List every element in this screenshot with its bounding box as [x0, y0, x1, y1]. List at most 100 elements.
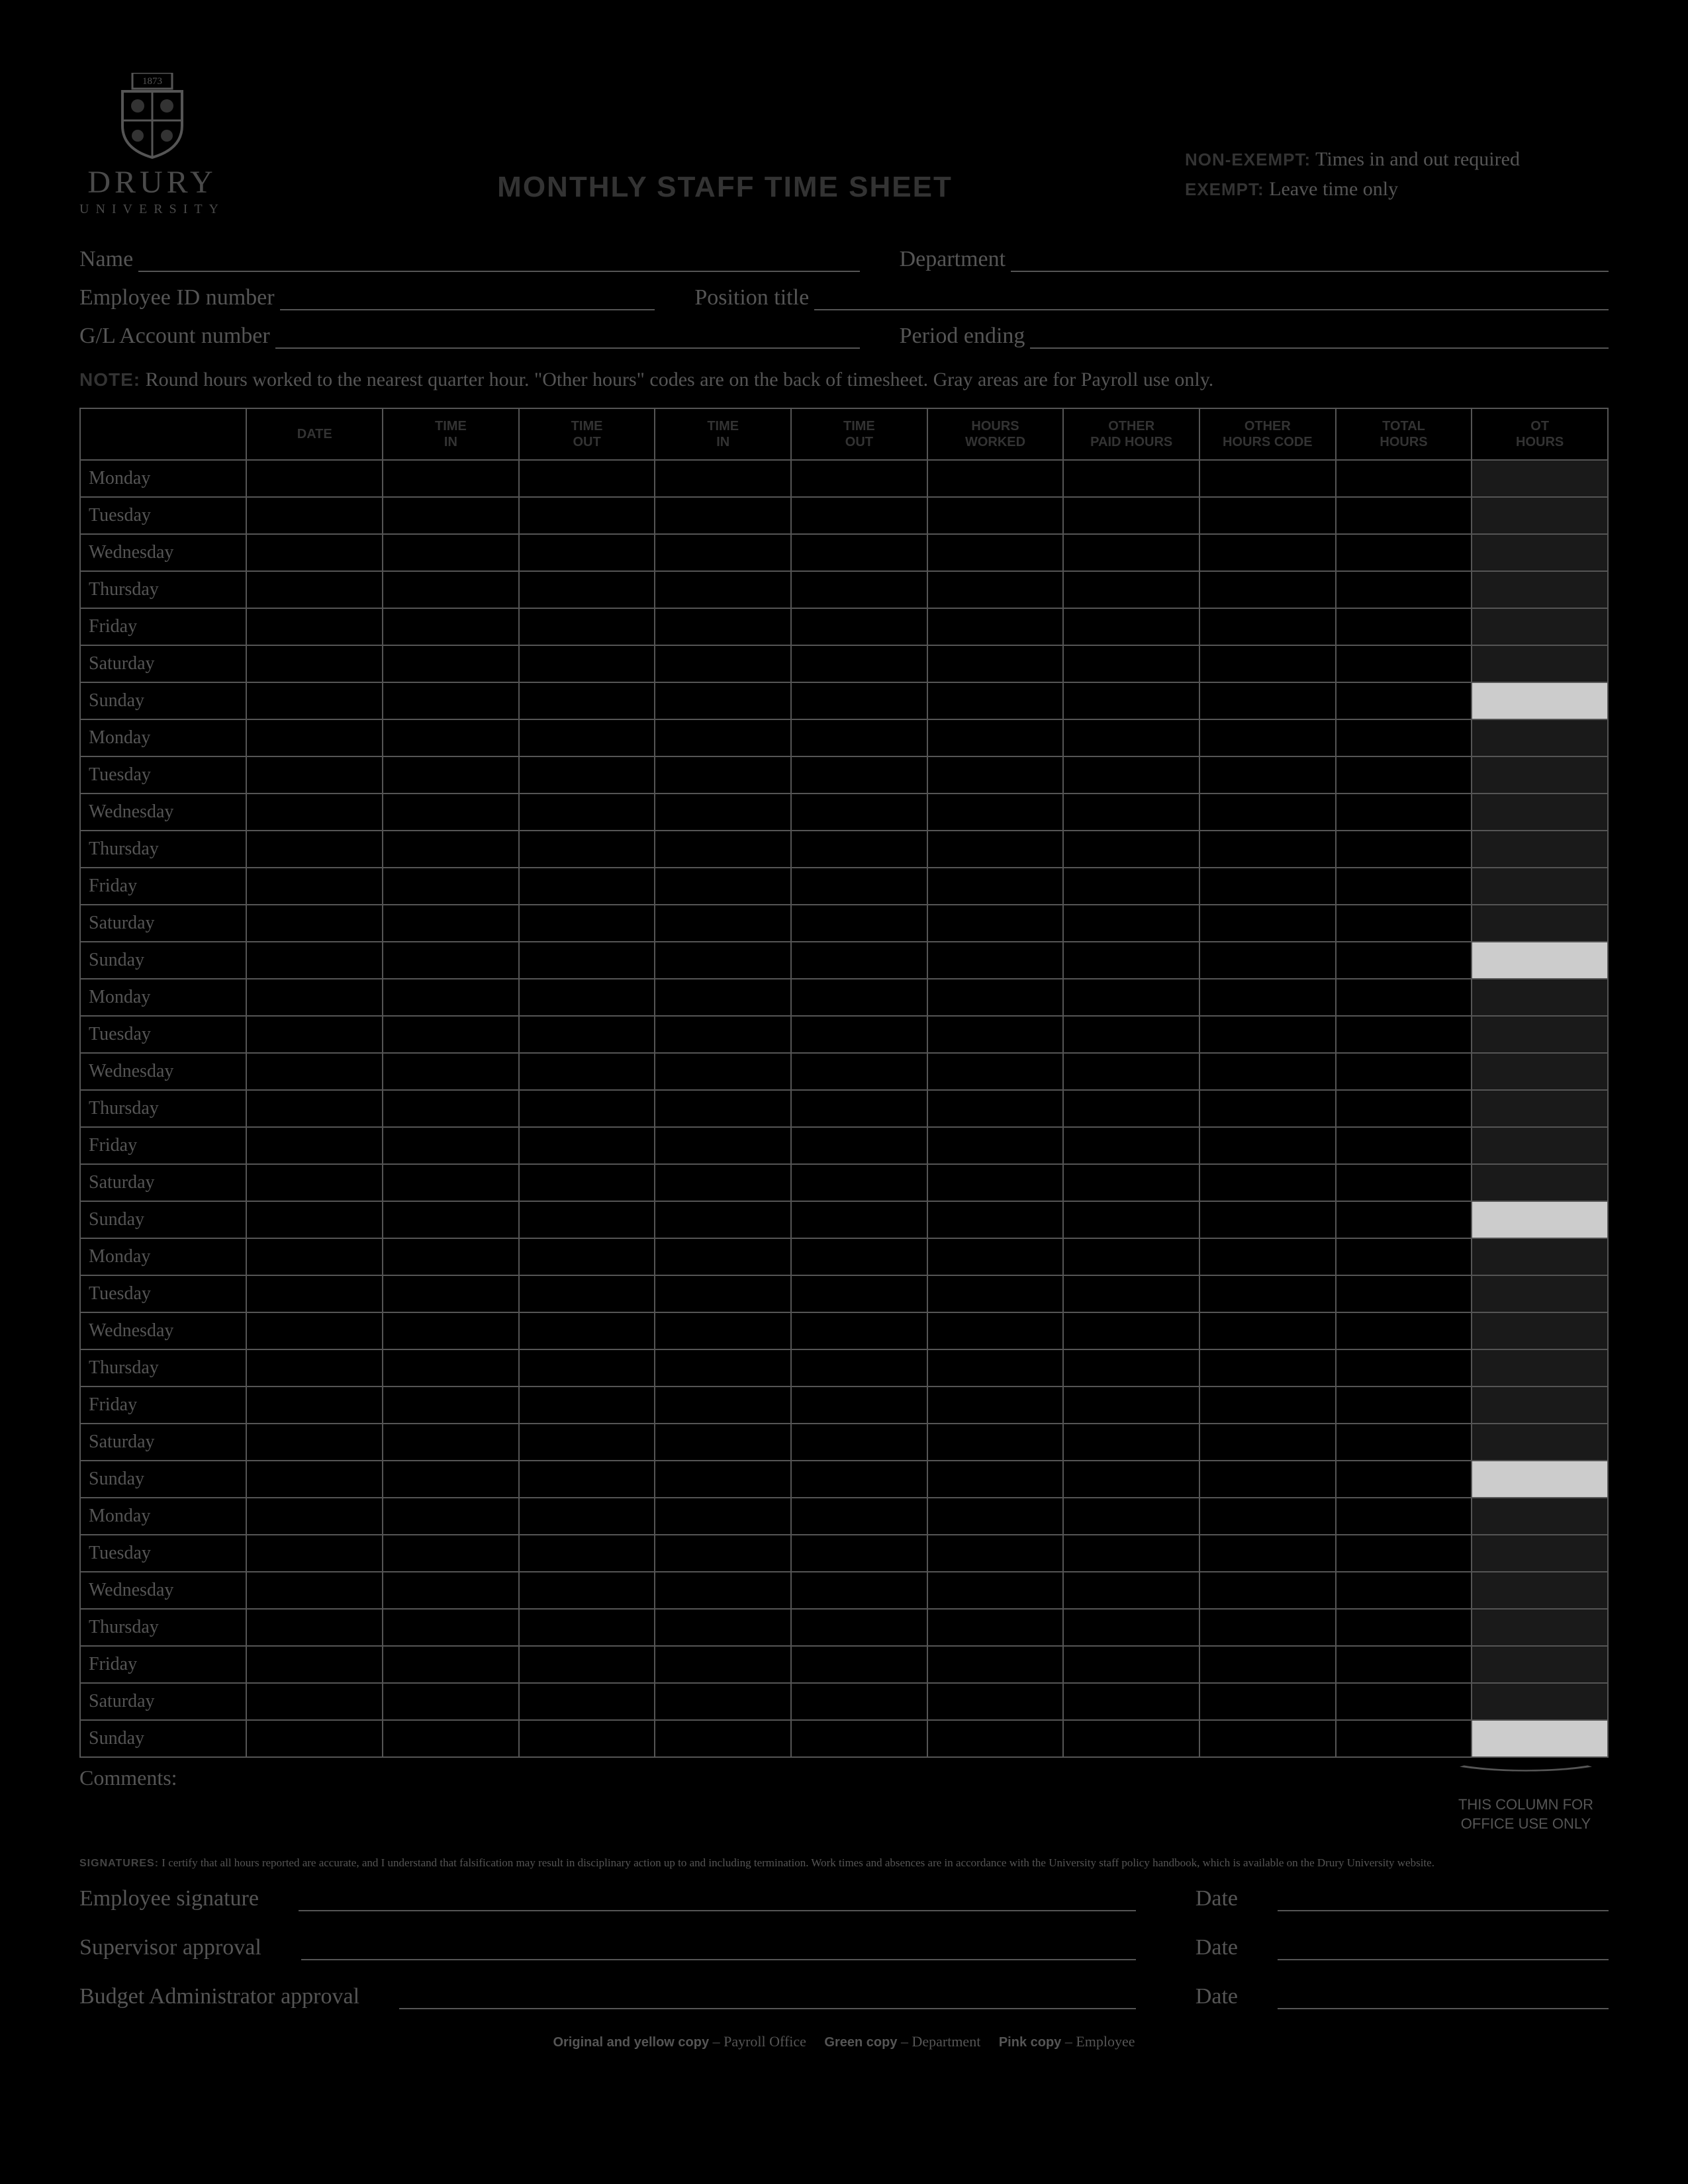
entry-cell[interactable] — [246, 794, 383, 831]
entry-cell[interactable] — [655, 831, 791, 868]
entry-cell[interactable] — [655, 1127, 791, 1164]
entry-cell[interactable] — [246, 571, 383, 608]
entry-cell[interactable] — [1063, 1312, 1199, 1349]
entry-cell[interactable] — [246, 1238, 383, 1275]
entry-cell[interactable] — [1336, 571, 1472, 608]
entry-cell[interactable] — [246, 1127, 383, 1164]
entry-cell[interactable] — [1063, 794, 1199, 831]
entry-cell[interactable] — [246, 756, 383, 794]
entry-cell[interactable] — [927, 608, 1064, 645]
entry-cell[interactable] — [1336, 756, 1472, 794]
entry-cell[interactable] — [246, 1424, 383, 1461]
entry-cell[interactable] — [1336, 1461, 1472, 1498]
entry-cell[interactable] — [246, 1609, 383, 1646]
entry-cell[interactable] — [1063, 645, 1199, 682]
entry-cell[interactable] — [655, 682, 791, 719]
entry-cell[interactable] — [519, 1609, 655, 1646]
entry-cell[interactable] — [791, 645, 927, 682]
entry-cell[interactable] — [519, 1461, 655, 1498]
entry-cell[interactable] — [1336, 1535, 1472, 1572]
entry-cell[interactable] — [791, 756, 927, 794]
entry-cell[interactable] — [383, 1349, 519, 1387]
entry-cell[interactable] — [1336, 645, 1472, 682]
entry-cell[interactable] — [927, 1498, 1064, 1535]
entry-cell[interactable] — [1336, 1387, 1472, 1424]
entry-cell[interactable] — [246, 1164, 383, 1201]
entry-cell[interactable] — [383, 831, 519, 868]
entry-cell[interactable] — [519, 1275, 655, 1312]
entry-cell[interactable] — [1336, 794, 1472, 831]
entry-cell[interactable] — [927, 571, 1064, 608]
entry-cell[interactable] — [1336, 1498, 1472, 1535]
entry-cell[interactable] — [655, 460, 791, 497]
entry-cell[interactable] — [1199, 1201, 1336, 1238]
entry-cell[interactable] — [383, 1090, 519, 1127]
entry-cell[interactable] — [246, 497, 383, 534]
entry-cell[interactable] — [927, 905, 1064, 942]
entry-cell[interactable] — [1063, 1646, 1199, 1683]
entry-cell[interactable] — [1336, 460, 1472, 497]
entry-cell[interactable] — [1336, 905, 1472, 942]
entry-cell[interactable] — [519, 1424, 655, 1461]
entry-cell[interactable] — [1199, 1090, 1336, 1127]
entry-cell[interactable] — [791, 1720, 927, 1757]
entry-cell[interactable] — [1063, 1609, 1199, 1646]
entry-cell[interactable] — [383, 1053, 519, 1090]
entry-cell[interactable] — [791, 1164, 927, 1201]
entry-cell[interactable] — [791, 1312, 927, 1349]
entry-cell[interactable] — [655, 1646, 791, 1683]
entry-cell[interactable] — [1199, 1053, 1336, 1090]
entry-cell[interactable] — [246, 831, 383, 868]
entry-cell[interactable] — [927, 1053, 1064, 1090]
entry-cell[interactable] — [1063, 1275, 1199, 1312]
entry-cell[interactable] — [1336, 497, 1472, 534]
entry-cell[interactable] — [1199, 534, 1336, 571]
entry-cell[interactable] — [519, 1349, 655, 1387]
entry-cell[interactable] — [519, 942, 655, 979]
entry-cell[interactable] — [519, 979, 655, 1016]
entry-cell[interactable] — [1063, 1720, 1199, 1757]
entry-cell[interactable] — [519, 1572, 655, 1609]
entry-cell[interactable] — [791, 1016, 927, 1053]
entry-cell[interactable] — [791, 868, 927, 905]
entry-cell[interactable] — [1199, 1424, 1336, 1461]
entry-cell[interactable] — [246, 682, 383, 719]
entry-cell[interactable] — [927, 497, 1064, 534]
entry-cell[interactable] — [1063, 1090, 1199, 1127]
entry-cell[interactable] — [383, 1498, 519, 1535]
entry-cell[interactable] — [1336, 1646, 1472, 1683]
entry-cell[interactable] — [655, 1201, 791, 1238]
entry-cell[interactable] — [927, 942, 1064, 979]
entry-cell[interactable] — [1336, 608, 1472, 645]
entry-cell[interactable] — [791, 1609, 927, 1646]
entry-cell[interactable] — [383, 608, 519, 645]
entry-cell[interactable] — [1063, 1164, 1199, 1201]
entry-cell[interactable] — [791, 1498, 927, 1535]
entry-cell[interactable] — [383, 1164, 519, 1201]
gl-input[interactable] — [275, 326, 860, 349]
entry-cell[interactable] — [519, 571, 655, 608]
entry-cell[interactable] — [383, 534, 519, 571]
entry-cell[interactable] — [927, 1609, 1064, 1646]
budget-date-input[interactable] — [1278, 1987, 1609, 2009]
entry-cell[interactable] — [927, 1090, 1064, 1127]
entry-cell[interactable] — [1199, 1572, 1336, 1609]
entry-cell[interactable] — [246, 1720, 383, 1757]
entry-cell[interactable] — [1063, 942, 1199, 979]
entry-cell[interactable] — [1336, 1090, 1472, 1127]
entry-cell[interactable] — [1063, 1053, 1199, 1090]
entry-cell[interactable] — [519, 831, 655, 868]
entry-cell[interactable] — [655, 719, 791, 756]
entry-cell[interactable] — [1336, 1238, 1472, 1275]
entry-cell[interactable] — [791, 1387, 927, 1424]
position-input[interactable] — [814, 288, 1609, 310]
entry-cell[interactable] — [519, 534, 655, 571]
entry-cell[interactable] — [1199, 1535, 1336, 1572]
entry-cell[interactable] — [1336, 1016, 1472, 1053]
entry-cell[interactable] — [655, 979, 791, 1016]
entry-cell[interactable] — [1063, 1127, 1199, 1164]
entry-cell[interactable] — [791, 1683, 927, 1720]
entry-cell[interactable] — [519, 460, 655, 497]
employee-sig-input[interactable] — [299, 1889, 1136, 1911]
entry-cell[interactable] — [791, 1424, 927, 1461]
